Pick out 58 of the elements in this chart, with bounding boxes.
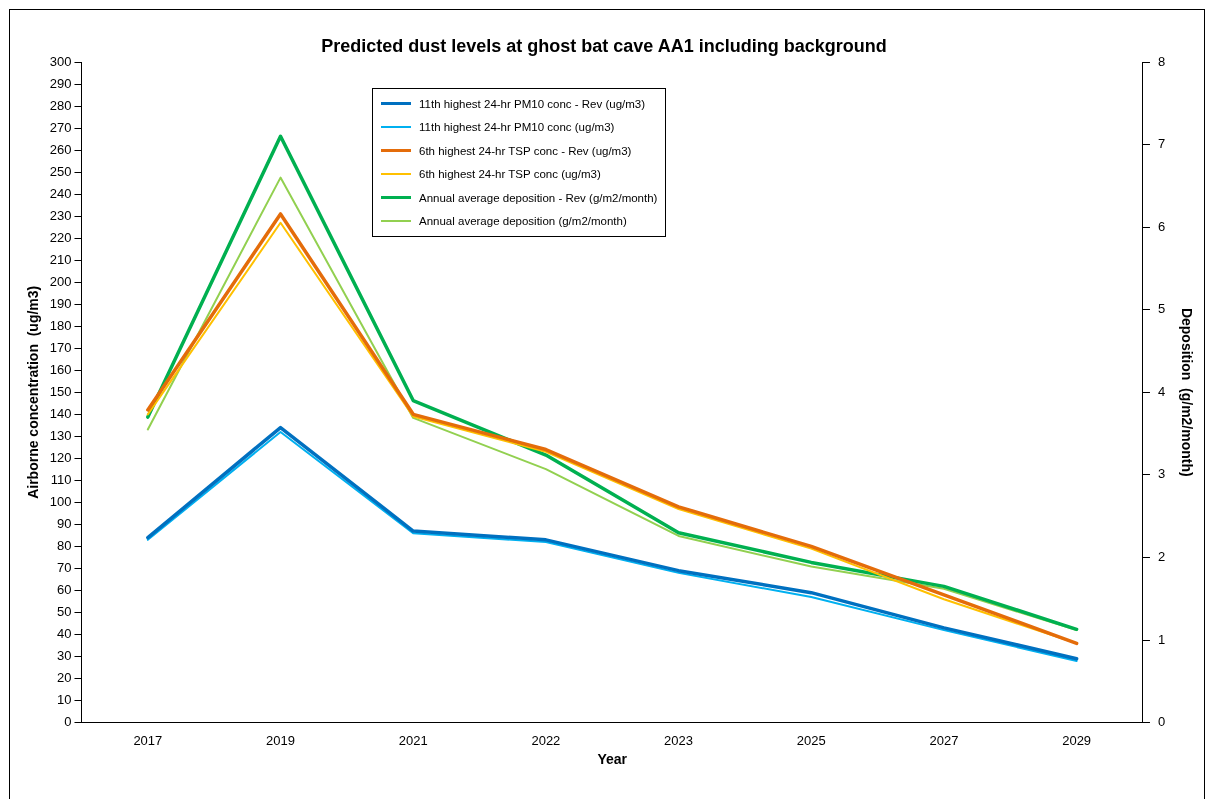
y2-tick-label: 3 <box>1157 466 1166 482</box>
legend-label: Annual average deposition - Rev (g/m2/month) <box>419 191 658 204</box>
y-tick-label: 290 <box>49 75 72 91</box>
legend-label: 11th highest 24-hr PM10 conc (ug/m3) <box>419 121 615 134</box>
x-tick-label: 2029 <box>1062 732 1092 748</box>
y2-axis-title: Deposition (g/m2/month) <box>1178 307 1195 477</box>
legend-label: Annual average deposition (g/m2/month) <box>419 215 627 228</box>
x-axis-title: Year <box>597 751 628 768</box>
y-tick-label: 40 <box>57 626 72 642</box>
y2-tick-label: 2 <box>1157 549 1166 565</box>
y-tick-label: 100 <box>49 493 72 509</box>
y-tick-label: 270 <box>49 119 72 135</box>
y-tick-label: 210 <box>49 251 72 267</box>
y-tick-label: 280 <box>49 97 72 113</box>
y2-tick-label: 6 <box>1157 218 1166 234</box>
y-axis-title: Airborne concentration (ug/m3) <box>25 285 42 499</box>
y2-tick-label: 0 <box>1157 714 1166 730</box>
y-tick-label: 80 <box>57 538 72 554</box>
y-tick-label: 110 <box>50 471 72 487</box>
y-tick-label: 160 <box>49 361 72 377</box>
legend-label: 6th highest 24-hr TSP conc - Rev (ug/m3) <box>419 144 632 157</box>
y-tick-label: 260 <box>49 141 72 157</box>
y2-tick-label: 1 <box>1157 631 1166 647</box>
y-tick-label: 170 <box>49 339 72 355</box>
y-tick-label: 20 <box>57 670 72 686</box>
x-tick-label: 2019 <box>266 732 295 748</box>
legend-label: 11th highest 24-hr PM10 conc - Rev (ug/m3) <box>419 97 646 110</box>
y-tick-label: 230 <box>49 207 72 223</box>
x-tick-label: 2027 <box>929 732 959 748</box>
chart-title: Predicted dust levels at ghost bat cave AA1 including background <box>321 36 887 56</box>
y-tick-label: 250 <box>49 163 72 179</box>
y-tick-label: 90 <box>57 516 72 531</box>
y-tick-label: 220 <box>49 229 72 245</box>
y2-tick-label: 8 <box>1157 53 1166 69</box>
y-tick-label: 60 <box>57 582 72 598</box>
y-tick-label: 190 <box>49 295 72 311</box>
y-tick-label: 200 <box>49 273 72 289</box>
x-tick-label: 2017 <box>133 732 163 748</box>
x-tick-label: 2022 <box>531 732 561 748</box>
y-tick-label: 120 <box>49 449 72 465</box>
y-tick-label: 70 <box>57 560 72 576</box>
y-tick-label: 150 <box>49 383 72 399</box>
y-tick-label: 140 <box>49 405 72 421</box>
y2-tick-label: 4 <box>1157 383 1166 399</box>
legend-label: 6th highest 24-hr TSP conc (ug/m3) <box>419 168 601 181</box>
y-tick-label: 30 <box>57 648 72 664</box>
y-tick-label: 240 <box>49 185 72 201</box>
x-tick-label: 2023 <box>664 732 694 748</box>
y2-tick-label: 7 <box>1157 136 1166 152</box>
y-tick-label: 130 <box>49 427 72 443</box>
y-tick-label: 10 <box>57 692 72 708</box>
y-tick-label: 50 <box>57 604 72 620</box>
y2-tick-label: 5 <box>1157 301 1166 317</box>
x-tick-label: 2021 <box>398 732 428 748</box>
y-tick-label: 0 <box>64 714 72 730</box>
x-tick-label: 2025 <box>796 732 826 748</box>
y-tick-label: 300 <box>49 53 72 69</box>
y-tick-label: 180 <box>49 317 72 333</box>
